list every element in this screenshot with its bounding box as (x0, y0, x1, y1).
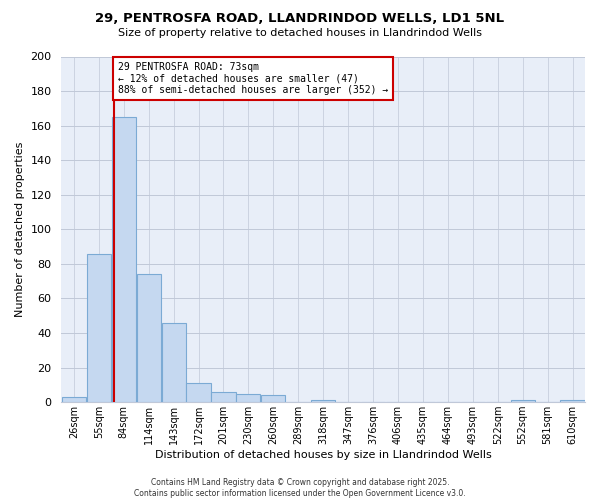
Bar (311, 400, 335, 402)
Bar (560, 400, 584, 402)
Bar (112, 117, 136, 402)
Bar (87, 254, 111, 402)
Bar (62, 397, 86, 402)
Bar (511, 400, 535, 402)
Bar (187, 383, 211, 402)
Text: Size of property relative to detached houses in Llandrindod Wells: Size of property relative to detached ho… (118, 28, 482, 38)
Text: 29 PENTROSFA ROAD: 73sqm
← 12% of detached houses are smaller (47)
88% of semi-d: 29 PENTROSFA ROAD: 73sqm ← 12% of detach… (118, 62, 388, 95)
Bar (161, 322, 185, 402)
Bar (211, 392, 236, 402)
Text: 29, PENTROSFA ROAD, LLANDRINDOD WELLS, LD1 5NL: 29, PENTROSFA ROAD, LLANDRINDOD WELLS, L… (95, 12, 505, 26)
Bar (261, 396, 286, 402)
X-axis label: Distribution of detached houses by size in Llandrindod Wells: Distribution of detached houses by size … (155, 450, 491, 460)
Bar (236, 394, 260, 402)
Text: Contains HM Land Registry data © Crown copyright and database right 2025.
Contai: Contains HM Land Registry data © Crown c… (134, 478, 466, 498)
Bar (137, 274, 161, 402)
Y-axis label: Number of detached properties: Number of detached properties (15, 142, 25, 317)
